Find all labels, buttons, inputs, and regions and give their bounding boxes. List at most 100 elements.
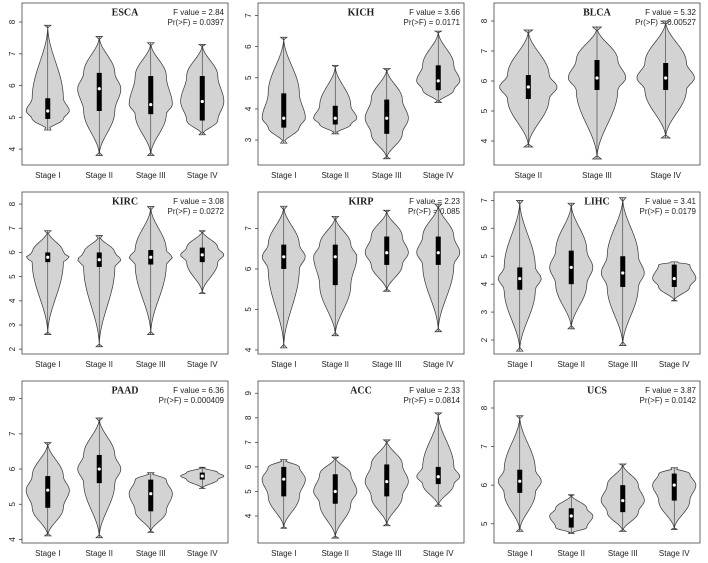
median [200,99,204,104]
median [526,85,530,89]
x-tick-label: Stage I [507,549,532,558]
y-tick-label: 5 [480,108,489,113]
y-tick-label: 7 [8,225,17,230]
y-tick-label: 3 [480,309,489,314]
median [621,271,625,275]
box [96,72,102,111]
median [436,475,440,479]
chart-title: KIRP [349,196,374,207]
y-tick-label: 7 [480,198,489,203]
y-tick-label: 4 [8,146,17,151]
annotation: Pr(>F) = 0.0179 [640,207,697,216]
annotation: F value = 3.08 [173,197,224,206]
median [385,480,389,484]
box [148,76,154,115]
median [46,255,50,259]
y-tick-label: 7 [244,440,253,445]
x-tick-label: Stage IV [650,171,681,180]
box [384,236,390,265]
x-tick-label: Stage II [85,171,113,180]
y-tick-label: 6 [8,83,17,88]
y-tick-label: 6 [244,44,253,49]
y-tick-label: 2 [8,346,17,351]
median [149,103,153,107]
box [148,479,154,512]
y-tick-label: 4 [244,106,253,111]
y-tick-label: 5 [244,75,253,80]
x-tick-label: Stage II [321,549,349,558]
median [621,498,625,503]
box [620,485,626,513]
annotation: F value = 2.23 [409,197,460,206]
median [518,276,522,281]
y-tick-label: 7 [480,444,489,449]
x-tick-label: Stage IV [423,360,454,369]
annotation: Pr(>F) = 0.000409 [159,396,225,405]
median [672,276,676,281]
median [149,255,153,259]
y-tick-label: 5 [480,521,489,526]
annotation: Pr(>F) = 0.0397 [168,18,225,27]
y-tick-label: 4 [244,347,253,352]
box [332,474,338,504]
y-tick-label: 7 [480,48,489,53]
median [672,483,676,487]
y-tick-label: 6 [480,78,489,83]
median [282,477,286,481]
y-tick-label: 8 [8,201,17,206]
median [518,479,522,483]
annotation: F value = 3.66 [409,8,460,17]
median [282,116,286,120]
annotation: Pr(>F) = 0.0171 [404,18,461,27]
median [569,514,573,518]
x-tick-label: Stage I [35,549,60,558]
box [199,76,205,121]
x-tick-label: Stage I [35,360,60,369]
box [45,98,51,119]
y-tick-label: 7 [8,431,17,436]
median [46,109,50,113]
y-tick-label: 8 [8,19,17,24]
y-tick-label: 2 [480,337,489,342]
chart-title: LIHC [584,196,610,207]
annotation: F value = 5.32 [645,8,696,17]
x-tick-label: Stage II [557,360,585,369]
x-tick-label: Stage II [557,549,585,558]
plot-frame [257,380,465,544]
median [97,87,101,91]
chart-title: ESCA [112,7,139,18]
x-tick-label: Stage II [85,360,113,369]
y-tick-label: 6 [8,250,17,255]
annotation: F value = 3.87 [645,386,696,395]
y-tick-label: 6 [244,266,253,271]
y-tick-label: 8 [8,396,17,401]
x-tick-label: Stage IV [187,171,218,180]
x-tick-label: Stage III [372,171,402,180]
annotation: Pr(>F) = 0.0272 [168,207,225,216]
box [281,93,287,128]
chart-title: KICH [348,7,375,18]
annotation: F value = 2.84 [173,8,224,17]
x-tick-label: Stage I [271,549,296,558]
plot-frame [257,191,465,355]
plot-frame [493,2,701,166]
median [97,467,101,471]
x-tick-label: Stage II [515,171,543,180]
median [97,258,101,262]
y-tick-label: 4 [244,513,253,518]
annotation: Pr(>F) = 0.085 [408,207,461,216]
x-tick-label: Stage I [35,171,60,180]
x-tick-label: Stage I [507,360,532,369]
plot-frame [21,2,229,166]
x-tick-label: Stage IV [659,360,690,369]
y-tick-label: 3 [8,322,17,327]
annotation: F value = 3.41 [645,197,696,206]
box [568,508,574,528]
annotation: Pr(>F) = 0.0142 [640,396,697,405]
annotation: F value = 2.33 [409,386,460,395]
